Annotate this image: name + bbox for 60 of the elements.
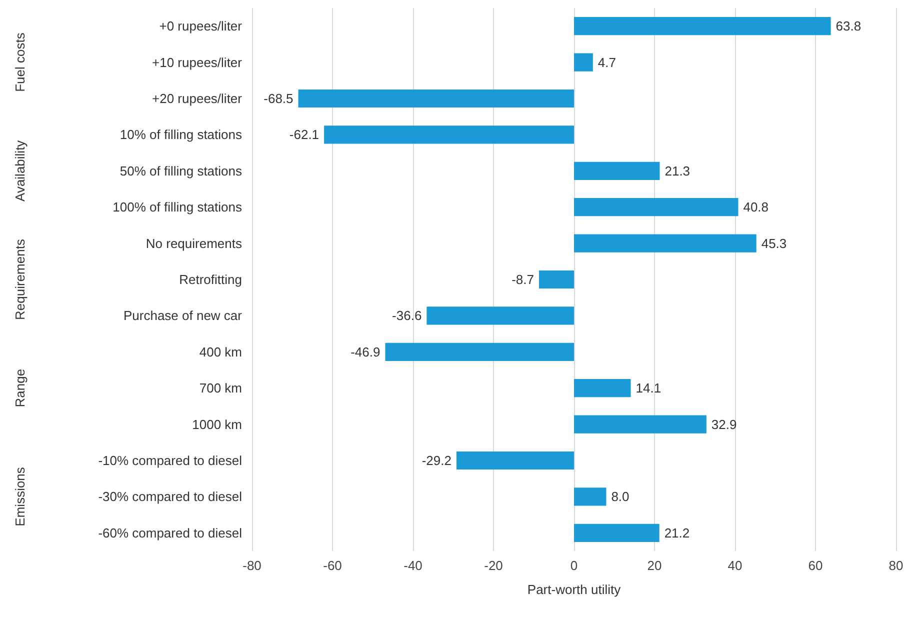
- data-label: 8.0: [611, 489, 630, 504]
- data-label: -46.9: [350, 344, 380, 360]
- data-label: -62.1: [289, 127, 320, 142]
- data-label: -8.7: [512, 272, 534, 287]
- y-tick-label: 700 km: [199, 380, 242, 396]
- text: Availability: [12, 140, 28, 202]
- bar: [574, 162, 660, 180]
- data-label: -29.2: [422, 453, 452, 468]
- data-label: 45.3: [761, 236, 787, 251]
- y-tick-label: 50% of filling stations: [120, 163, 242, 178]
- x-tick-label: -80: [242, 558, 262, 573]
- y-tick-label: -30% compared to diesel: [98, 489, 242, 504]
- bar: [574, 488, 606, 506]
- y-tick-label: +10 rupees/liter: [152, 54, 243, 70]
- data-label: 40.8: [743, 200, 769, 215]
- data-label: 32.9: [711, 416, 737, 432]
- y-tick-label: +20 rupees/liter: [152, 91, 243, 106]
- data-label: -36.6: [392, 308, 422, 324]
- data-label: 21.3: [664, 163, 690, 178]
- x-tick-label: 60: [808, 558, 823, 573]
- data-label: -68.5: [264, 91, 294, 106]
- y-tick-label: 10% of filling stations: [120, 127, 242, 142]
- x-axis-title: Part-worth utility: [527, 582, 622, 597]
- data-label: 21.2: [664, 525, 690, 540]
- data-label: 4.7: [598, 54, 616, 70]
- bar: [574, 198, 738, 216]
- x-tick-label: 80: [888, 558, 904, 573]
- x-tick-label: 20: [647, 558, 662, 573]
- y-tick-label: -60% compared to diesel: [98, 525, 242, 540]
- bar: [574, 379, 631, 398]
- x-tick-label: 0: [570, 558, 578, 573]
- text: Fuel costs: [12, 32, 28, 92]
- bar: [324, 126, 574, 144]
- y-tick-label: +0 rupees/liter: [159, 18, 243, 34]
- bar: [298, 89, 574, 108]
- text: Range: [12, 368, 28, 408]
- bar: [574, 524, 660, 542]
- y-tick-label: Purchase of new car: [123, 308, 243, 324]
- y-tick-label: 400 km: [199, 344, 242, 360]
- text: Emissions: [12, 466, 28, 526]
- y-tick-label: No requirements: [146, 236, 242, 251]
- y-tick-label: 1000 km: [192, 416, 242, 432]
- x-tick-label: -20: [484, 558, 503, 573]
- bar: [574, 53, 593, 72]
- bar: [456, 451, 574, 470]
- x-tick-label: -40: [404, 558, 422, 573]
- bar: [538, 270, 574, 289]
- y-tick-label: 100% of filling stations: [112, 200, 242, 215]
- text: Requirements: [12, 238, 28, 320]
- y-tick-label: Retrofitting: [179, 272, 242, 287]
- bar: [574, 415, 706, 434]
- bar: [426, 306, 574, 325]
- bar: [385, 342, 574, 361]
- y-tick-label: -10% compared to diesel: [98, 453, 242, 468]
- bar: [574, 234, 756, 252]
- x-tick-label: -60: [323, 558, 342, 573]
- data-label: 63.8: [836, 18, 862, 34]
- bar: [574, 17, 831, 36]
- data-label: 14.1: [636, 380, 662, 396]
- x-tick-label: 40: [728, 558, 742, 573]
